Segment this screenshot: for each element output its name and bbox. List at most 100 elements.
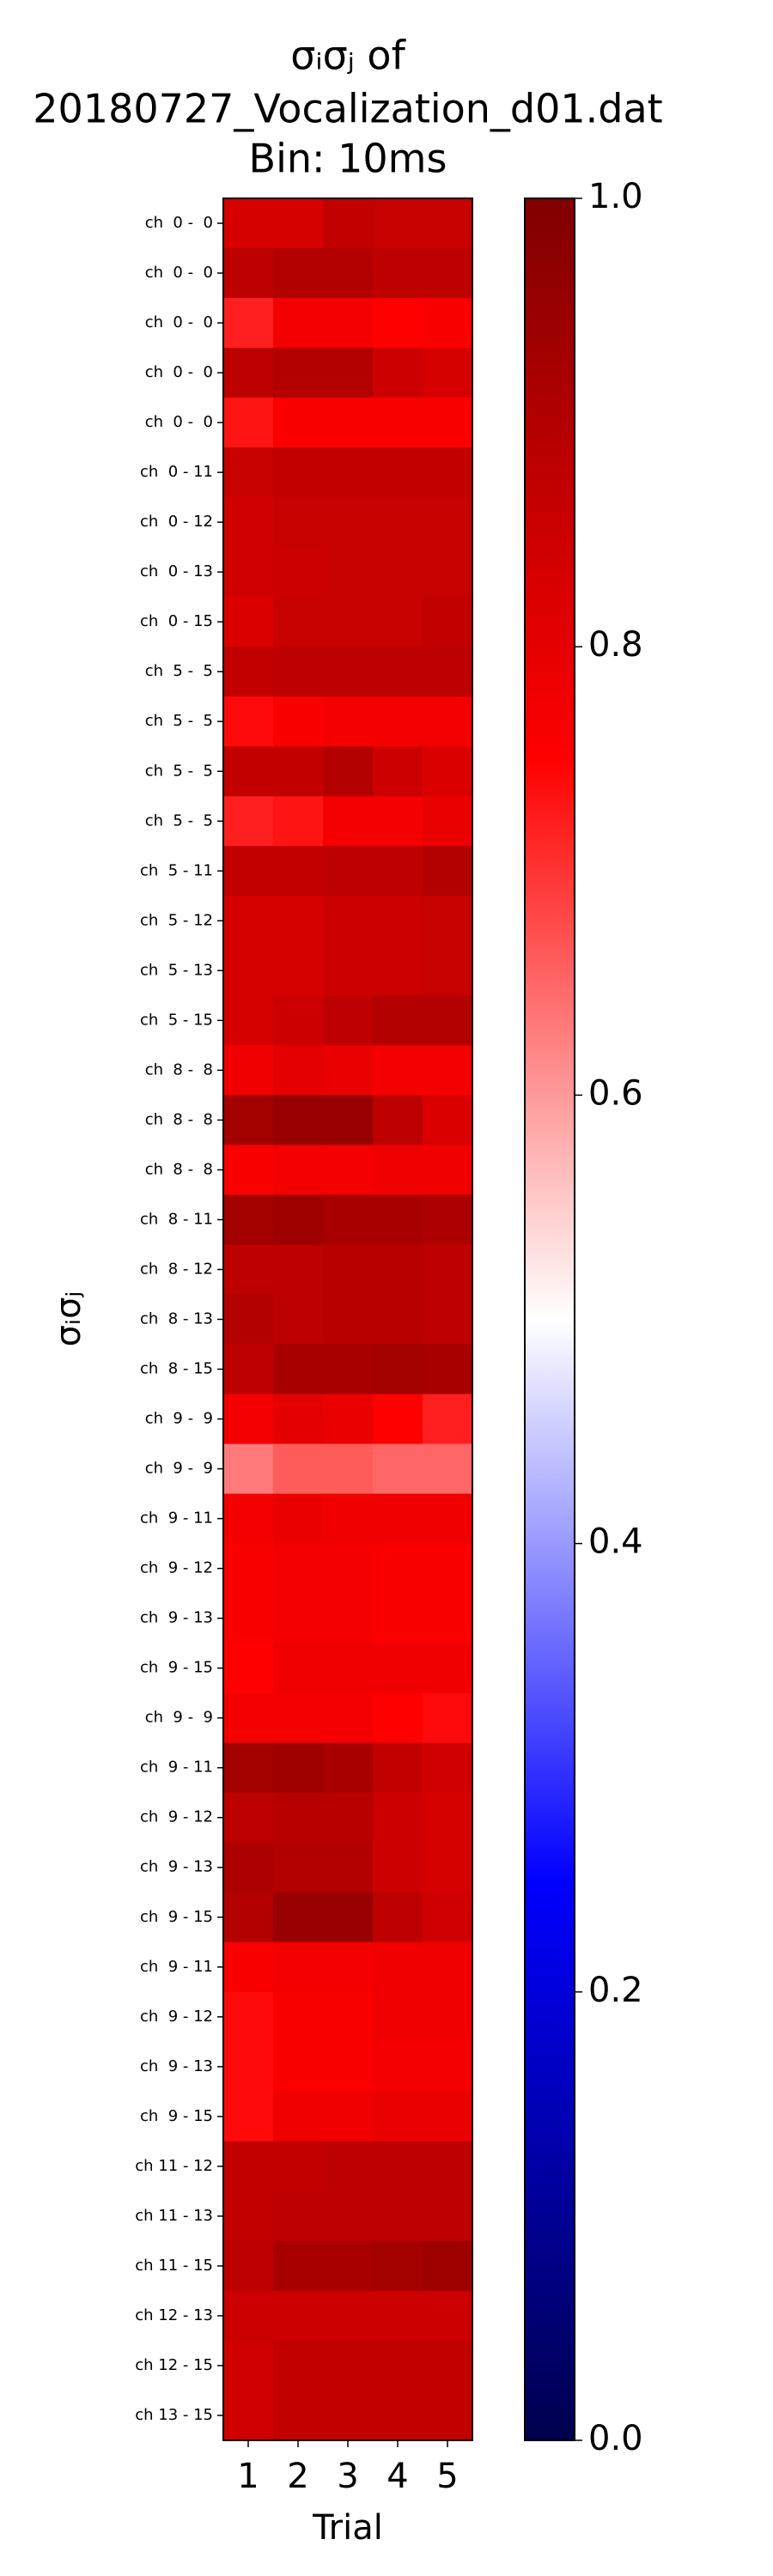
y-tick-label: ch 9 - 15 xyxy=(140,2107,213,2125)
heatmap-cell xyxy=(423,547,473,598)
heatmap-cell xyxy=(223,2390,274,2441)
heatmap-cell xyxy=(273,1792,324,1844)
heatmap-cell xyxy=(423,1443,473,1495)
heatmap-cell xyxy=(273,846,324,896)
heatmap-cell xyxy=(273,647,324,697)
heatmap-cell xyxy=(373,547,423,598)
heatmap-cell xyxy=(273,1394,324,1445)
heatmap-cell xyxy=(223,1194,274,1245)
y-tick-label: ch 9 - 13 xyxy=(140,1609,213,1627)
heatmap-cell xyxy=(423,1593,473,1644)
heatmap-cell xyxy=(423,447,473,498)
y-tick-label: ch 5 - 13 xyxy=(140,961,213,979)
heatmap-cell xyxy=(373,1543,423,1595)
heatmap-cell xyxy=(273,1842,324,1893)
heatmap-cell xyxy=(273,2190,324,2242)
y-tick-label: ch 8 - 8 xyxy=(145,1110,213,1128)
y-tick-label: ch 11 - 13 xyxy=(135,2207,213,2225)
y-tick-label: ch 5 - 5 xyxy=(145,662,213,680)
heatmap-cell xyxy=(273,447,324,498)
heatmap-cell xyxy=(223,896,274,946)
heatmap-cell xyxy=(373,497,423,548)
y-tick-label: ch 11 - 12 xyxy=(135,2157,213,2175)
y-tick-label: ch 9 - 9 xyxy=(145,1460,213,1478)
heatmap-cell xyxy=(323,1443,374,1495)
chart-title: Bin: 10ms xyxy=(249,136,447,182)
y-tick-label: ch 13 - 15 xyxy=(135,2406,213,2424)
x-tick-label: 5 xyxy=(436,2457,458,2496)
heatmap-cell xyxy=(373,2390,423,2441)
heatmap-cell xyxy=(423,248,473,299)
heatmap-cell xyxy=(323,846,374,896)
heatmap-cell xyxy=(273,198,324,249)
heatmap-cell xyxy=(273,2240,324,2292)
heatmap-cell xyxy=(373,696,423,747)
heatmap-cell xyxy=(373,1792,423,1844)
heatmap-cell xyxy=(323,1892,374,1943)
heatmap-cell xyxy=(423,796,473,847)
heatmap-cell xyxy=(373,248,423,299)
heatmap-cell xyxy=(223,2290,274,2342)
heatmap-cell xyxy=(373,2290,423,2342)
y-tick-label: ch 9 - 12 xyxy=(140,1808,213,1826)
y-tick-label: ch 0 - 12 xyxy=(140,513,213,531)
heatmap-cell xyxy=(323,1593,374,1644)
heatmap-cell xyxy=(223,447,274,498)
heatmap-cell xyxy=(373,2190,423,2242)
heatmap-cell xyxy=(373,1692,423,1744)
heatmap-cell xyxy=(323,348,374,398)
heatmap-cell xyxy=(273,597,324,647)
y-tick-label: ch 0 - 13 xyxy=(140,562,213,580)
heatmap-cell xyxy=(423,2091,473,2142)
heatmap-cell xyxy=(373,2091,423,2142)
heatmap-cell xyxy=(323,1692,374,1744)
y-tick-label: ch 8 - 8 xyxy=(145,1160,213,1178)
heatmap-cell xyxy=(273,1692,324,1744)
heatmap-cell xyxy=(423,2340,473,2391)
heatmap-cell xyxy=(273,746,324,797)
heatmap-cell xyxy=(423,1742,473,1794)
heatmap-cell xyxy=(273,248,324,299)
y-tick-label: ch 9 - 12 xyxy=(140,2008,213,2026)
x-tick-label: 4 xyxy=(386,2457,408,2496)
heatmap-cell xyxy=(323,945,374,996)
colorbar-tick-label: 0.0 xyxy=(588,2419,643,2458)
heatmap-cell xyxy=(323,2390,374,2441)
heatmap-cell xyxy=(323,696,374,747)
heatmap-cell xyxy=(323,497,374,548)
heatmap-cell xyxy=(423,398,473,448)
heatmap-cell xyxy=(273,2091,324,2142)
heatmap-cell xyxy=(223,2240,274,2292)
heatmap-cell xyxy=(323,248,374,299)
heatmap-cell xyxy=(223,1742,274,1794)
heatmap-cell xyxy=(223,995,274,1046)
heatmap-cell xyxy=(223,2190,274,2242)
heatmap-cell xyxy=(373,2141,423,2192)
heatmap-cell xyxy=(373,348,423,398)
heatmap-cell xyxy=(273,398,324,448)
heatmap-cell xyxy=(423,597,473,647)
colorbar xyxy=(524,197,575,2441)
heatmap-cell xyxy=(223,796,274,847)
heatmap-cell xyxy=(423,2240,473,2292)
heatmap-cell xyxy=(273,796,324,847)
heatmap-cell xyxy=(423,1493,473,1545)
heatmap-cell xyxy=(423,2041,473,2093)
y-tick-label: ch 5 - 12 xyxy=(140,911,213,929)
y-tick-label: ch 8 - 11 xyxy=(140,1210,213,1228)
heatmap-cell xyxy=(323,2041,374,2093)
y-tick-label: ch 5 - 5 xyxy=(145,712,213,730)
heatmap-cell xyxy=(323,447,374,498)
heatmap-cell xyxy=(373,746,423,797)
heatmap-cell xyxy=(223,1941,274,1993)
heatmap-cell xyxy=(273,1941,324,1993)
heatmap-cell xyxy=(423,1842,473,1893)
y-tick-label: ch 5 - 11 xyxy=(140,861,213,879)
heatmap-cell xyxy=(273,896,324,946)
heatmap-cell xyxy=(423,2190,473,2242)
heatmap-cell xyxy=(223,746,274,797)
heatmap-cell xyxy=(273,995,324,1046)
heatmap-cell xyxy=(323,2340,374,2391)
colorbar-tick-label: 0.6 xyxy=(588,1073,643,1113)
